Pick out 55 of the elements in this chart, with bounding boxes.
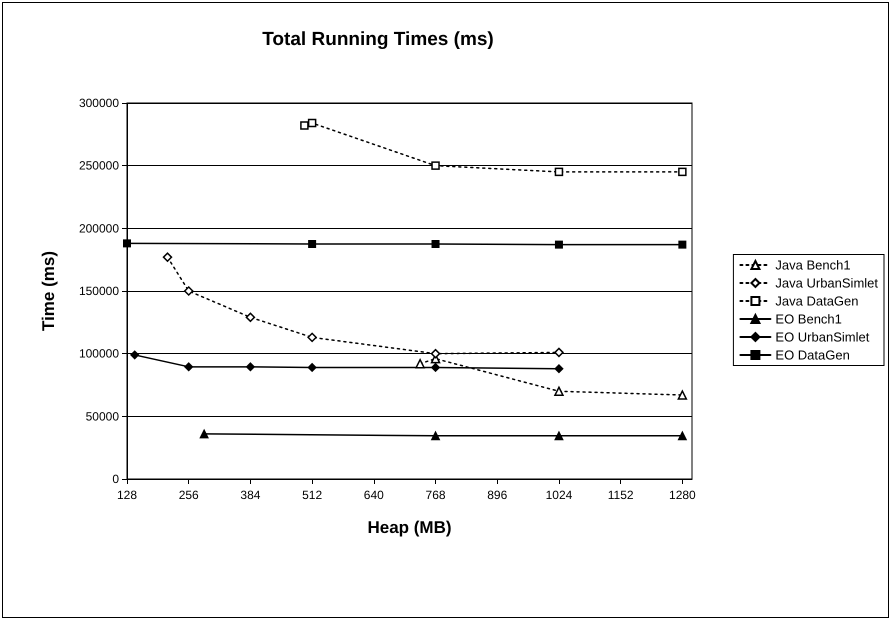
x-tick-label: 1152 xyxy=(608,488,634,502)
point xyxy=(554,364,564,374)
chart-title: Total Running Times (ms) xyxy=(262,29,494,50)
point xyxy=(431,161,440,170)
x-tick-label: 512 xyxy=(302,488,322,502)
point xyxy=(431,431,440,440)
point xyxy=(554,168,564,176)
legend-label: EO UrbanSimlet xyxy=(775,330,870,344)
point xyxy=(678,431,687,440)
y-tick-label: 150000 xyxy=(78,284,120,298)
x-tick-label: 1280 xyxy=(669,488,696,502)
point xyxy=(307,332,317,342)
y-tick-label: 250000 xyxy=(78,158,120,173)
point xyxy=(130,350,140,360)
y-tick-label: 100000 xyxy=(78,346,120,361)
y-tick-label: 200000 xyxy=(78,221,120,236)
legend-label: EO DataGen xyxy=(775,348,850,362)
point xyxy=(554,240,563,249)
legend-label: EO Bench1 xyxy=(775,312,842,326)
point xyxy=(162,252,172,262)
x-tick-label: 384 xyxy=(240,488,261,502)
y-tick-label: 300000 xyxy=(78,96,120,110)
point xyxy=(554,431,564,440)
y-tick-label: 50000 xyxy=(86,409,120,424)
x-tick-label: 768 xyxy=(426,488,446,502)
y-axis-title: Time (ms) xyxy=(39,251,58,331)
point xyxy=(184,362,194,372)
x-tick-label: 1024 xyxy=(546,488,573,502)
point xyxy=(184,286,194,296)
legend-label: Java Bench1 xyxy=(775,258,851,272)
point xyxy=(415,358,425,368)
point xyxy=(308,362,317,372)
y-tick-label: 0 xyxy=(112,472,120,486)
x-tick-label: 256 xyxy=(178,488,200,502)
point xyxy=(300,121,309,130)
point xyxy=(246,312,256,322)
legend-label: Java UrbanSimlet xyxy=(775,276,878,290)
point xyxy=(554,348,564,358)
point xyxy=(430,348,440,358)
point xyxy=(123,239,131,248)
x-tick-label: 128 xyxy=(116,488,138,502)
point xyxy=(308,118,316,128)
x-tick-label: 640 xyxy=(364,488,384,502)
point xyxy=(554,386,564,396)
point xyxy=(678,240,686,249)
x-axis-title: Heap (MB) xyxy=(367,518,452,537)
point xyxy=(678,168,687,176)
point xyxy=(308,240,316,248)
legend-label: Java DataGen xyxy=(775,294,859,308)
point xyxy=(678,390,688,400)
point xyxy=(432,240,440,248)
point xyxy=(431,362,440,372)
point xyxy=(246,362,255,372)
x-tick-label: 896 xyxy=(487,488,508,502)
point xyxy=(200,429,209,438)
